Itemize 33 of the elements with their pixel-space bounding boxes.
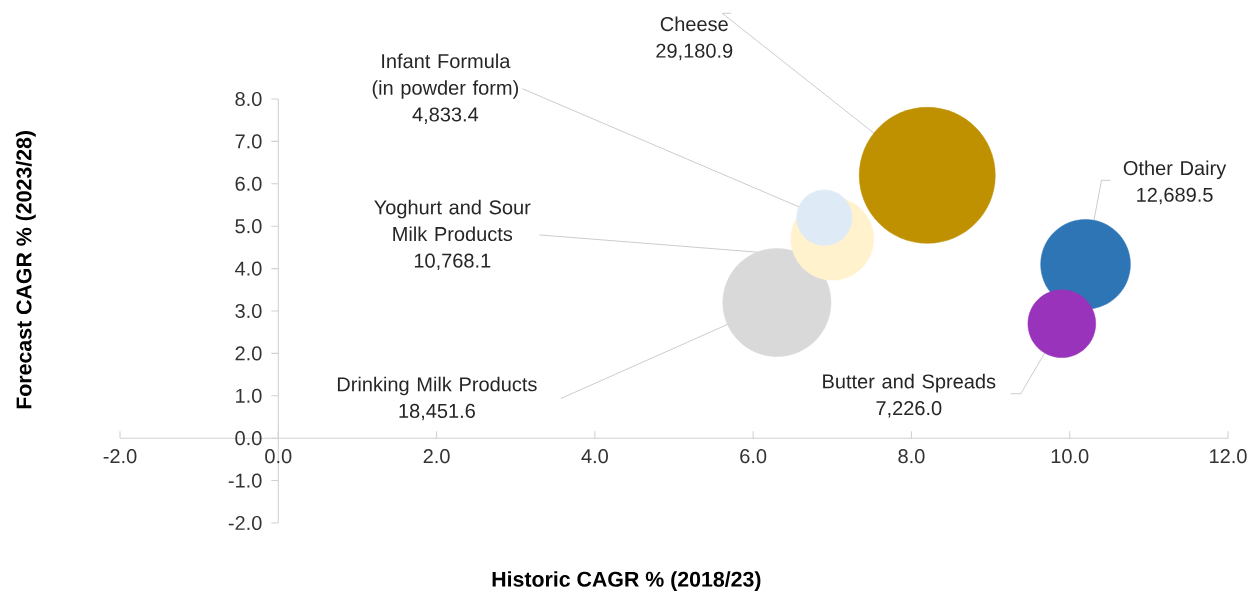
text: 29,180.9 bbox=[656, 43, 733, 61]
y-tick-label: 7.0 bbox=[235, 134, 262, 149]
text: Butter and Spreads bbox=[823, 373, 996, 393]
y-tick-label: -1.0 bbox=[228, 473, 262, 488]
x-tick-label: 2.0 bbox=[423, 449, 450, 464]
x-axis-title: Historic CAGR % (2018/23) bbox=[492, 571, 761, 592]
x-tick-label: 0.0 bbox=[265, 449, 292, 464]
y-tick-label: 2.0 bbox=[235, 346, 262, 361]
y-tick-label: 4.0 bbox=[235, 261, 262, 276]
annotation: 7,226.0 bbox=[876, 401, 942, 418]
annotation: 12,689.5 bbox=[1137, 187, 1213, 205]
annotation: 4,833.4 bbox=[412, 107, 479, 124]
x-tick-label: 6.0 bbox=[740, 449, 767, 464]
y-tick-label: -2.0 bbox=[228, 515, 262, 531]
x-tick-label: 10.0 bbox=[1051, 449, 1089, 464]
text: Other Dairy bbox=[1123, 160, 1227, 180]
annotation: 18,451.6 bbox=[399, 403, 475, 421]
x-tick-label: 8.0 bbox=[898, 449, 925, 464]
text: Cheese bbox=[660, 16, 728, 32]
x-tick-label: -2.0 bbox=[103, 449, 137, 464]
x-tick-label: 12.0 bbox=[1210, 449, 1247, 464]
text: Drinking Milk Products bbox=[337, 376, 537, 396]
text: Infant Formula (in powder form) bbox=[372, 53, 518, 99]
y-tick-label: 1.0 bbox=[236, 388, 262, 403]
y-tick-label: 5.0 bbox=[235, 219, 262, 234]
x-tick-label: 4.0 bbox=[581, 449, 608, 464]
y-axis-title: Forecast CAGR % (2023/28) bbox=[15, 131, 36, 409]
y-tick-label: 6.0 bbox=[235, 176, 262, 191]
y-tick-label: 3.0 bbox=[235, 303, 262, 319]
annotation: 10,768.1 bbox=[414, 253, 491, 271]
y-tick-label: 8.0 bbox=[235, 91, 262, 107]
text: Yoghurt and Sour Milk Products bbox=[374, 199, 531, 242]
y-tick-label: 0.0 bbox=[235, 431, 262, 446]
